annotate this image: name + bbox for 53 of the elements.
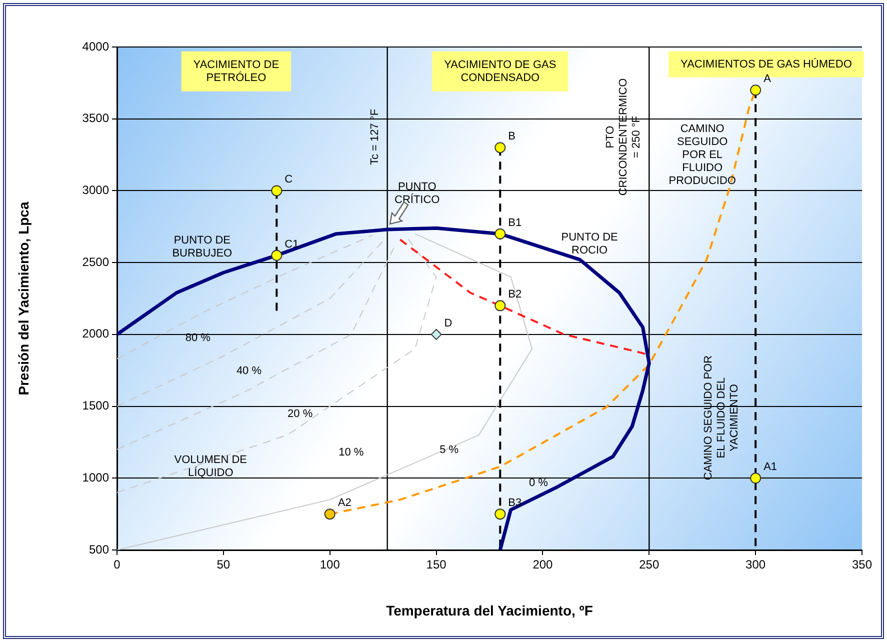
x-tick-label: 150	[426, 558, 447, 572]
x-axis-title: Temperatura del Yacimiento, ºF	[386, 602, 594, 618]
line-series	[117, 233, 437, 494]
annotation: PUNTO DE BURBUJEO	[172, 234, 233, 260]
annotation: B	[508, 130, 516, 143]
y-tick-label: 4000	[82, 39, 110, 54]
x-tick-label: 350	[852, 558, 872, 572]
annotation: 40 %	[236, 365, 262, 378]
point	[271, 250, 282, 261]
annotation: 5 %	[440, 444, 459, 456]
point	[750, 472, 762, 484]
x-tick-label: 300	[746, 558, 766, 572]
y-tick-label: 500	[88, 542, 110, 556]
point	[750, 84, 762, 96]
x-tick-label: 200	[532, 558, 554, 572]
y-axis-title: Presión del Yacimiento, Lpca	[15, 202, 32, 396]
annotation: YACIMIENTOS DE GAS HÚMEDO	[680, 57, 852, 70]
annotation: PUNTO CRÍTICO	[394, 181, 440, 206]
point	[271, 185, 282, 196]
annotation: A1	[764, 461, 778, 474]
annotation: C1	[284, 238, 299, 250]
annotation: 0 %	[528, 477, 548, 490]
annotation: B1	[508, 216, 522, 229]
x-tick-label: 250	[639, 558, 660, 572]
y-tick-label: 2500	[82, 254, 110, 269]
point	[494, 508, 506, 520]
point	[494, 228, 506, 240]
point	[324, 508, 336, 520]
annotation: CAMINO SEGUIDO POR EL FLUIDO PRODUCIDO	[668, 122, 736, 187]
point	[430, 328, 442, 340]
x-tick-label: 50	[216, 558, 230, 572]
annotation: A	[764, 73, 772, 86]
point	[494, 142, 506, 154]
annotation: C	[284, 174, 293, 186]
line-series	[117, 234, 373, 360]
x-tick-label: 100	[320, 558, 340, 572]
annotation: CAMINO SEGUIDO POR EL FLUIDO DEL YACIMIENTO	[702, 355, 741, 480]
point	[494, 300, 506, 312]
y-tick-label: 2000	[82, 326, 110, 341]
annotation: 20 %	[288, 408, 313, 420]
x-tick-label: 0	[114, 558, 121, 572]
annotation: 10 %	[338, 446, 364, 458]
annotation: PUNTO DE ROCIO	[561, 231, 618, 256]
annotation: A2	[338, 497, 352, 510]
annotation: B2	[508, 288, 522, 301]
y-tick-label: 3000	[82, 183, 110, 198]
annotation: YACIMIENTO DE GAS CONDENSADO	[444, 58, 556, 84]
y-tick-label: 1500	[82, 398, 110, 413]
y-tick-label: 1000	[82, 470, 110, 484]
annotation: VOLUMEN DE LÍQUIDO	[174, 454, 248, 480]
y-tick-label: 3500	[82, 111, 110, 126]
annotation: YACIMIENTO DE PETRÓLEO	[193, 58, 280, 84]
annotation: D	[444, 317, 452, 330]
